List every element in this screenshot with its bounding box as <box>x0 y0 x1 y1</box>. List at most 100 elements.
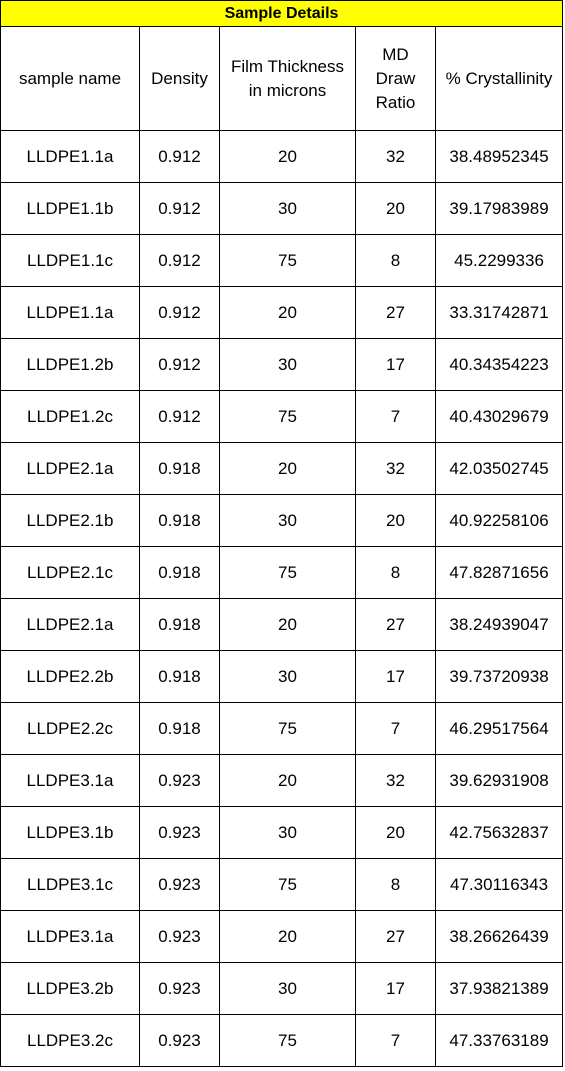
column-header-crystallinity: % Crystallinity <box>434 26 564 131</box>
cell-md-draw-ratio: 8 <box>355 234 436 287</box>
table-row: LLDPE2.2b 0.918 30 17 39.73720938 <box>0 650 564 703</box>
table-row: LLDPE3.2b 0.923 30 17 37.93821389 <box>0 962 564 1015</box>
cell-sample-name: LLDPE3.1a <box>0 754 140 807</box>
column-header-line: Film Thickness <box>230 56 345 76</box>
cell-film-thickness: 30 <box>219 494 356 547</box>
cell-md-draw-ratio: 17 <box>355 962 436 1015</box>
cell-film-thickness: 20 <box>219 130 356 183</box>
column-header-film-thickness: Film Thickness in microns <box>219 26 356 131</box>
cell-density: 0.912 <box>139 390 220 443</box>
table-row: LLDPE2.1a 0.918 20 27 38.24939047 <box>0 598 564 651</box>
cell-sample-name: LLDPE3.2c <box>0 1014 140 1067</box>
cell-crystallinity: 46.29517564 <box>434 702 564 755</box>
cell-film-thickness: 20 <box>219 442 356 495</box>
cell-crystallinity: 39.62931908 <box>434 754 564 807</box>
cell-md-draw-ratio: 32 <box>355 130 436 183</box>
table-row: LLDPE3.2c 0.923 75 7 47.33763189 <box>0 1014 564 1067</box>
cell-film-thickness: 20 <box>219 754 356 807</box>
cell-film-thickness: 30 <box>219 182 356 235</box>
column-header-line: Ratio <box>375 92 416 112</box>
cell-film-thickness: 75 <box>219 546 356 599</box>
cell-crystallinity: 38.26626439 <box>434 910 564 963</box>
cell-crystallinity: 40.92258106 <box>434 494 564 547</box>
table-row: LLDPE2.1c 0.918 75 8 47.82871656 <box>0 546 564 599</box>
cell-density: 0.912 <box>139 286 220 339</box>
cell-density: 0.923 <box>139 962 220 1015</box>
cell-crystallinity: 40.34354223 <box>434 338 564 391</box>
cell-film-thickness: 30 <box>219 338 356 391</box>
cell-md-draw-ratio: 20 <box>355 494 436 547</box>
table-body: LLDPE1.1a 0.912 20 32 38.48952345 LLDPE1.1b 0.… <box>0 130 564 1067</box>
cell-film-thickness: 20 <box>219 910 356 963</box>
cell-film-thickness: 30 <box>219 962 356 1015</box>
cell-crystallinity: 38.24939047 <box>434 598 564 651</box>
cell-sample-name: LLDPE2.2b <box>0 650 140 703</box>
column-header-line: sample name <box>18 68 122 88</box>
cell-density: 0.923 <box>139 858 220 911</box>
cell-md-draw-ratio: 17 <box>355 338 436 391</box>
cell-md-draw-ratio: 20 <box>355 182 436 235</box>
cell-sample-name: LLDPE3.1b <box>0 806 140 859</box>
column-header-sample-name: sample name <box>0 26 140 131</box>
cell-density: 0.918 <box>139 650 220 703</box>
cell-sample-name: LLDPE2.1a <box>0 442 140 495</box>
cell-crystallinity: 45.2299336 <box>434 234 564 287</box>
cell-crystallinity: 38.48952345 <box>434 130 564 183</box>
table-row: LLDPE2.1a 0.918 20 32 42.03502745 <box>0 442 564 495</box>
cell-sample-name: LLDPE2.1b <box>0 494 140 547</box>
cell-film-thickness: 75 <box>219 390 356 443</box>
cell-density: 0.923 <box>139 754 220 807</box>
cell-sample-name: LLDPE3.2b <box>0 962 140 1015</box>
cell-film-thickness: 30 <box>219 806 356 859</box>
table-row: LLDPE1.1c 0.912 75 8 45.2299336 <box>0 234 564 287</box>
cell-density: 0.918 <box>139 494 220 547</box>
column-header-line: in microns <box>248 80 327 100</box>
cell-density: 0.923 <box>139 910 220 963</box>
cell-density: 0.918 <box>139 598 220 651</box>
cell-crystallinity: 47.33763189 <box>434 1014 564 1067</box>
cell-md-draw-ratio: 27 <box>355 286 436 339</box>
table-row: LLDPE1.2b 0.912 30 17 40.34354223 <box>0 338 564 391</box>
cell-density: 0.918 <box>139 702 220 755</box>
cell-crystallinity: 33.31742871 <box>434 286 564 339</box>
cell-density: 0.918 <box>139 546 220 599</box>
cell-sample-name: LLDPE3.1a <box>0 910 140 963</box>
cell-md-draw-ratio: 27 <box>355 910 436 963</box>
cell-density: 0.912 <box>139 130 220 183</box>
table-row: LLDPE3.1a 0.923 20 27 38.26626439 <box>0 910 564 963</box>
cell-md-draw-ratio: 7 <box>355 1014 436 1067</box>
cell-md-draw-ratio: 32 <box>355 754 436 807</box>
table-row: LLDPE3.1b 0.923 30 20 42.75632837 <box>0 806 564 859</box>
cell-crystallinity: 40.43029679 <box>434 390 564 443</box>
cell-crystallinity: 47.82871656 <box>434 546 564 599</box>
column-header-line: MD <box>382 44 409 64</box>
cell-sample-name: LLDPE1.2c <box>0 390 140 443</box>
table-row: LLDPE1.1a 0.912 20 27 33.31742871 <box>0 286 564 339</box>
cell-crystallinity: 39.73720938 <box>434 650 564 703</box>
column-header-line: Draw <box>375 68 416 88</box>
cell-crystallinity: 42.75632837 <box>434 806 564 859</box>
cell-crystallinity: 42.03502745 <box>434 442 564 495</box>
cell-density: 0.912 <box>139 234 220 287</box>
cell-film-thickness: 75 <box>219 1014 356 1067</box>
cell-sample-name: LLDPE3.1c <box>0 858 140 911</box>
column-header-row: sample name Density Film Thickness in micro… <box>0 26 564 131</box>
cell-md-draw-ratio: 17 <box>355 650 436 703</box>
cell-film-thickness: 20 <box>219 598 356 651</box>
table-row: LLDPE3.1a 0.923 20 32 39.62931908 <box>0 754 564 807</box>
table-title: Sample Details <box>0 0 564 27</box>
cell-md-draw-ratio: 27 <box>355 598 436 651</box>
cell-md-draw-ratio: 8 <box>355 546 436 599</box>
cell-md-draw-ratio: 7 <box>355 390 436 443</box>
cell-film-thickness: 75 <box>219 234 356 287</box>
cell-density: 0.912 <box>139 182 220 235</box>
table-row: LLDPE3.1c 0.923 75 8 47.30116343 <box>0 858 564 911</box>
table-row: LLDPE2.2c 0.918 75 7 46.29517564 <box>0 702 564 755</box>
cell-crystallinity: 47.30116343 <box>434 858 564 911</box>
cell-film-thickness: 30 <box>219 650 356 703</box>
cell-md-draw-ratio: 8 <box>355 858 436 911</box>
cell-film-thickness: 75 <box>219 858 356 911</box>
cell-sample-name: LLDPE1.1c <box>0 234 140 287</box>
cell-crystallinity: 37.93821389 <box>434 962 564 1015</box>
